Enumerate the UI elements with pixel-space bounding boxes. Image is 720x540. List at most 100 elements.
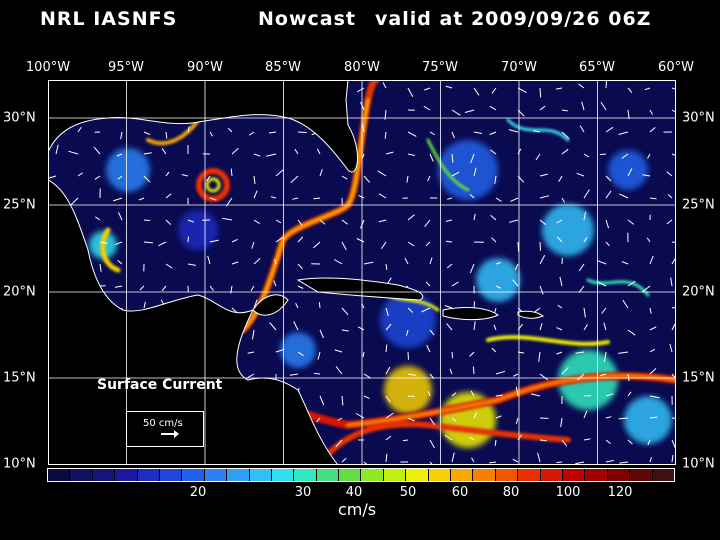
current-vector [385, 395, 391, 403]
current-vector [535, 153, 541, 161]
current-vector [230, 168, 233, 177]
current-vector [266, 153, 277, 157]
current-vector [424, 219, 431, 228]
current-vector [539, 255, 546, 265]
current-vector [209, 239, 219, 243]
current-vector [319, 219, 326, 225]
current-vector [407, 131, 417, 137]
current-vector [649, 368, 657, 375]
current-vector [77, 172, 83, 177]
current-vector [621, 261, 629, 265]
colorbar-swatch [630, 469, 653, 481]
current-vector [671, 323, 676, 331]
current-vector [583, 410, 588, 419]
current-vector [644, 87, 651, 91]
current-vector [273, 280, 277, 287]
current-vector [93, 146, 101, 155]
current-vector [334, 349, 343, 353]
current-vector [619, 193, 629, 199]
current-vector [385, 151, 394, 155]
current-vector [515, 417, 519, 424]
current-vector [55, 144, 59, 155]
current-vector [649, 127, 656, 133]
vector-scale-label: 50 cm/s [143, 418, 183, 429]
current-vector [539, 219, 547, 226]
current-vector [539, 373, 549, 381]
current-vector [561, 131, 570, 139]
current-vector [473, 131, 482, 134]
current-vector [341, 395, 344, 406]
current-vector [556, 327, 563, 331]
vector-scale-arrow-icon [161, 430, 179, 438]
current-vector [671, 241, 676, 244]
colorbar-units: cm/s [338, 500, 377, 519]
current-vector [424, 87, 431, 91]
current-vector [472, 366, 475, 375]
current-vector [666, 171, 673, 177]
current-vector [622, 299, 629, 309]
current-vector [512, 373, 519, 377]
colorbar-tick-60: 60 [451, 485, 469, 500]
current-vector [385, 307, 389, 316]
current-vector [556, 219, 563, 224]
current-vector [646, 237, 651, 243]
lon-label-65w: 65°W [579, 60, 615, 75]
current-vector [558, 175, 563, 183]
current-vector [473, 321, 476, 331]
current-vector [473, 213, 476, 221]
current-vector [297, 285, 304, 289]
current-vector [605, 80, 607, 89]
current-vector [579, 125, 585, 133]
current-vector [495, 394, 503, 397]
current-vector [556, 236, 563, 243]
current-vector [495, 262, 501, 265]
current-vector [161, 285, 167, 292]
current-vector [335, 439, 343, 448]
current-vector [597, 260, 607, 265]
lon-label-100w: 100°W [25, 60, 71, 75]
current-vector [469, 351, 475, 357]
lon-label-80w: 80°W [344, 60, 380, 75]
current-vector [429, 131, 435, 136]
current-vector [363, 461, 370, 465]
current-vector [445, 240, 453, 243]
current-vector [423, 105, 431, 111]
lat-label-20n-right: 20°N [682, 284, 715, 300]
current-vector [532, 130, 541, 133]
current-vector [517, 434, 523, 441]
current-vector [363, 175, 371, 183]
current-vector [402, 439, 409, 442]
lat-label-30n-right: 30°N [682, 110, 715, 126]
current-vector [495, 370, 506, 375]
current-vector [384, 131, 387, 139]
current-vector [341, 241, 347, 251]
colorbar-tick-40: 40 [345, 485, 363, 500]
colorbar-swatch [383, 469, 407, 481]
current-vector [649, 395, 660, 399]
current-vector [95, 216, 101, 221]
current-vector [583, 307, 586, 318]
current-vector [406, 329, 409, 336]
current-vector [539, 105, 546, 111]
current-vector [407, 87, 414, 97]
current-vector [407, 373, 416, 376]
colorbar-swatch [540, 469, 563, 481]
current-vector [429, 257, 433, 265]
current-vector [290, 175, 299, 183]
current-vector [649, 326, 657, 331]
colorbar-swatch [115, 469, 138, 481]
lon-label-60w: 60°W [658, 60, 694, 75]
colorbar-swatch [518, 469, 541, 481]
current-vector [407, 395, 415, 397]
lat-label-25n-left: 25°N [3, 197, 36, 213]
lon-label-90w: 90°W [187, 60, 223, 75]
current-vector [510, 197, 519, 202]
current-vector [471, 457, 475, 463]
current-vector [187, 126, 190, 133]
current-vector [469, 193, 475, 199]
current-vector [537, 452, 541, 463]
current-vector [649, 348, 656, 353]
colorbar-tick-30: 30 [294, 485, 312, 500]
current-vector [605, 416, 612, 419]
colorbar-swatch [204, 469, 228, 481]
